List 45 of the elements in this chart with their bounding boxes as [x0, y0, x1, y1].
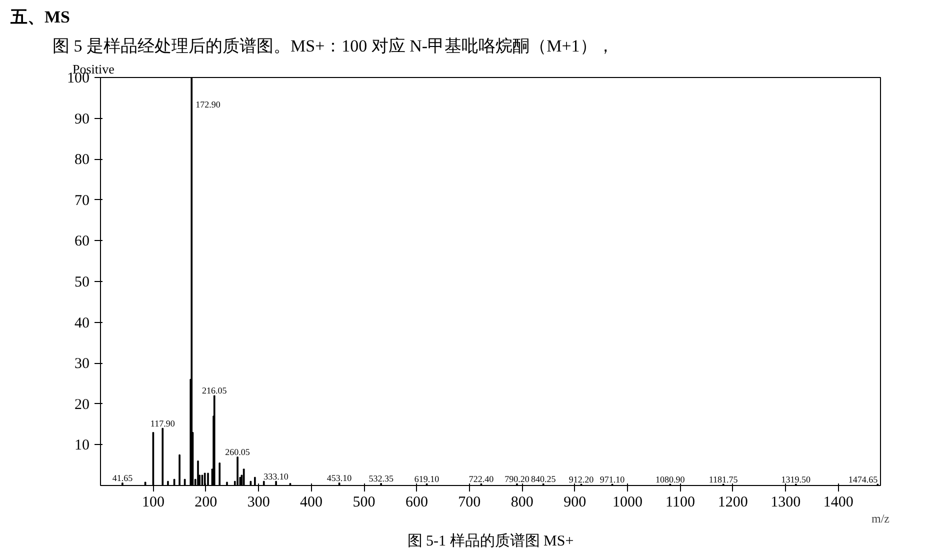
annotation: 912.20: [568, 474, 594, 484]
annotation: 840.25: [530, 474, 556, 484]
annotation: 532.35: [368, 473, 394, 484]
annotation: 1080.90: [656, 474, 686, 484]
y-tick-label: 20: [74, 396, 90, 413]
x-tick-label: 900: [564, 494, 586, 510]
annotation: 1319.50: [781, 474, 812, 484]
chart-title: 五、MS: [10, 8, 70, 26]
x-tick-label: 300: [247, 494, 270, 510]
x-tick-label: 700: [458, 494, 481, 510]
annotation: 971.10: [600, 474, 626, 484]
annotation: 1181.75: [708, 474, 738, 484]
x-tick-label: 1200: [718, 494, 748, 510]
x-axis-title: m/z: [872, 512, 890, 526]
caption: 图 5-1 样品的质谱图 MS+: [407, 532, 574, 550]
annotation: 216.05: [202, 386, 228, 396]
annotation: 172.90: [196, 100, 221, 110]
x-tick-label: 1100: [666, 494, 695, 510]
annotation: 619.10: [414, 474, 440, 484]
x-tick-label: 1400: [823, 494, 854, 510]
y-tick-label: 50: [74, 274, 90, 290]
y-tick-label: 90: [74, 111, 90, 128]
annotation: 790.20: [504, 474, 530, 484]
annotation: 117.90: [150, 418, 176, 428]
x-tick-label: 800: [510, 494, 534, 510]
annotation: 260.05: [225, 446, 250, 457]
y-tick-label: 40: [74, 315, 90, 332]
y-tick-label: 70: [74, 192, 90, 209]
y-tick-label: 30: [74, 356, 90, 372]
y-tick-label: 60: [74, 234, 90, 250]
x-tick-label: 1300: [770, 494, 801, 510]
y-tick-label: 80: [74, 152, 90, 168]
x-tick-label: 500: [352, 494, 376, 510]
annotation: 41.65: [112, 473, 134, 484]
annotation: 453.10: [326, 473, 352, 484]
y-tick-label: 10: [74, 438, 90, 454]
x-tick-label: 600: [405, 494, 428, 510]
annotation: 1474.65: [848, 474, 878, 484]
x-tick-label: 100: [142, 494, 164, 510]
x-tick-label: 200: [194, 494, 218, 510]
annotation: 333.10: [264, 471, 289, 482]
x-tick-label: 400: [300, 494, 323, 510]
chart-subtitle: 图 5 是样品经处理后的质谱图。MS+：100 对应 N-甲基吡咯烷酮（M+1），: [52, 36, 614, 56]
x-tick-label: 1000: [612, 494, 643, 510]
annotation: 722.40: [468, 474, 494, 484]
